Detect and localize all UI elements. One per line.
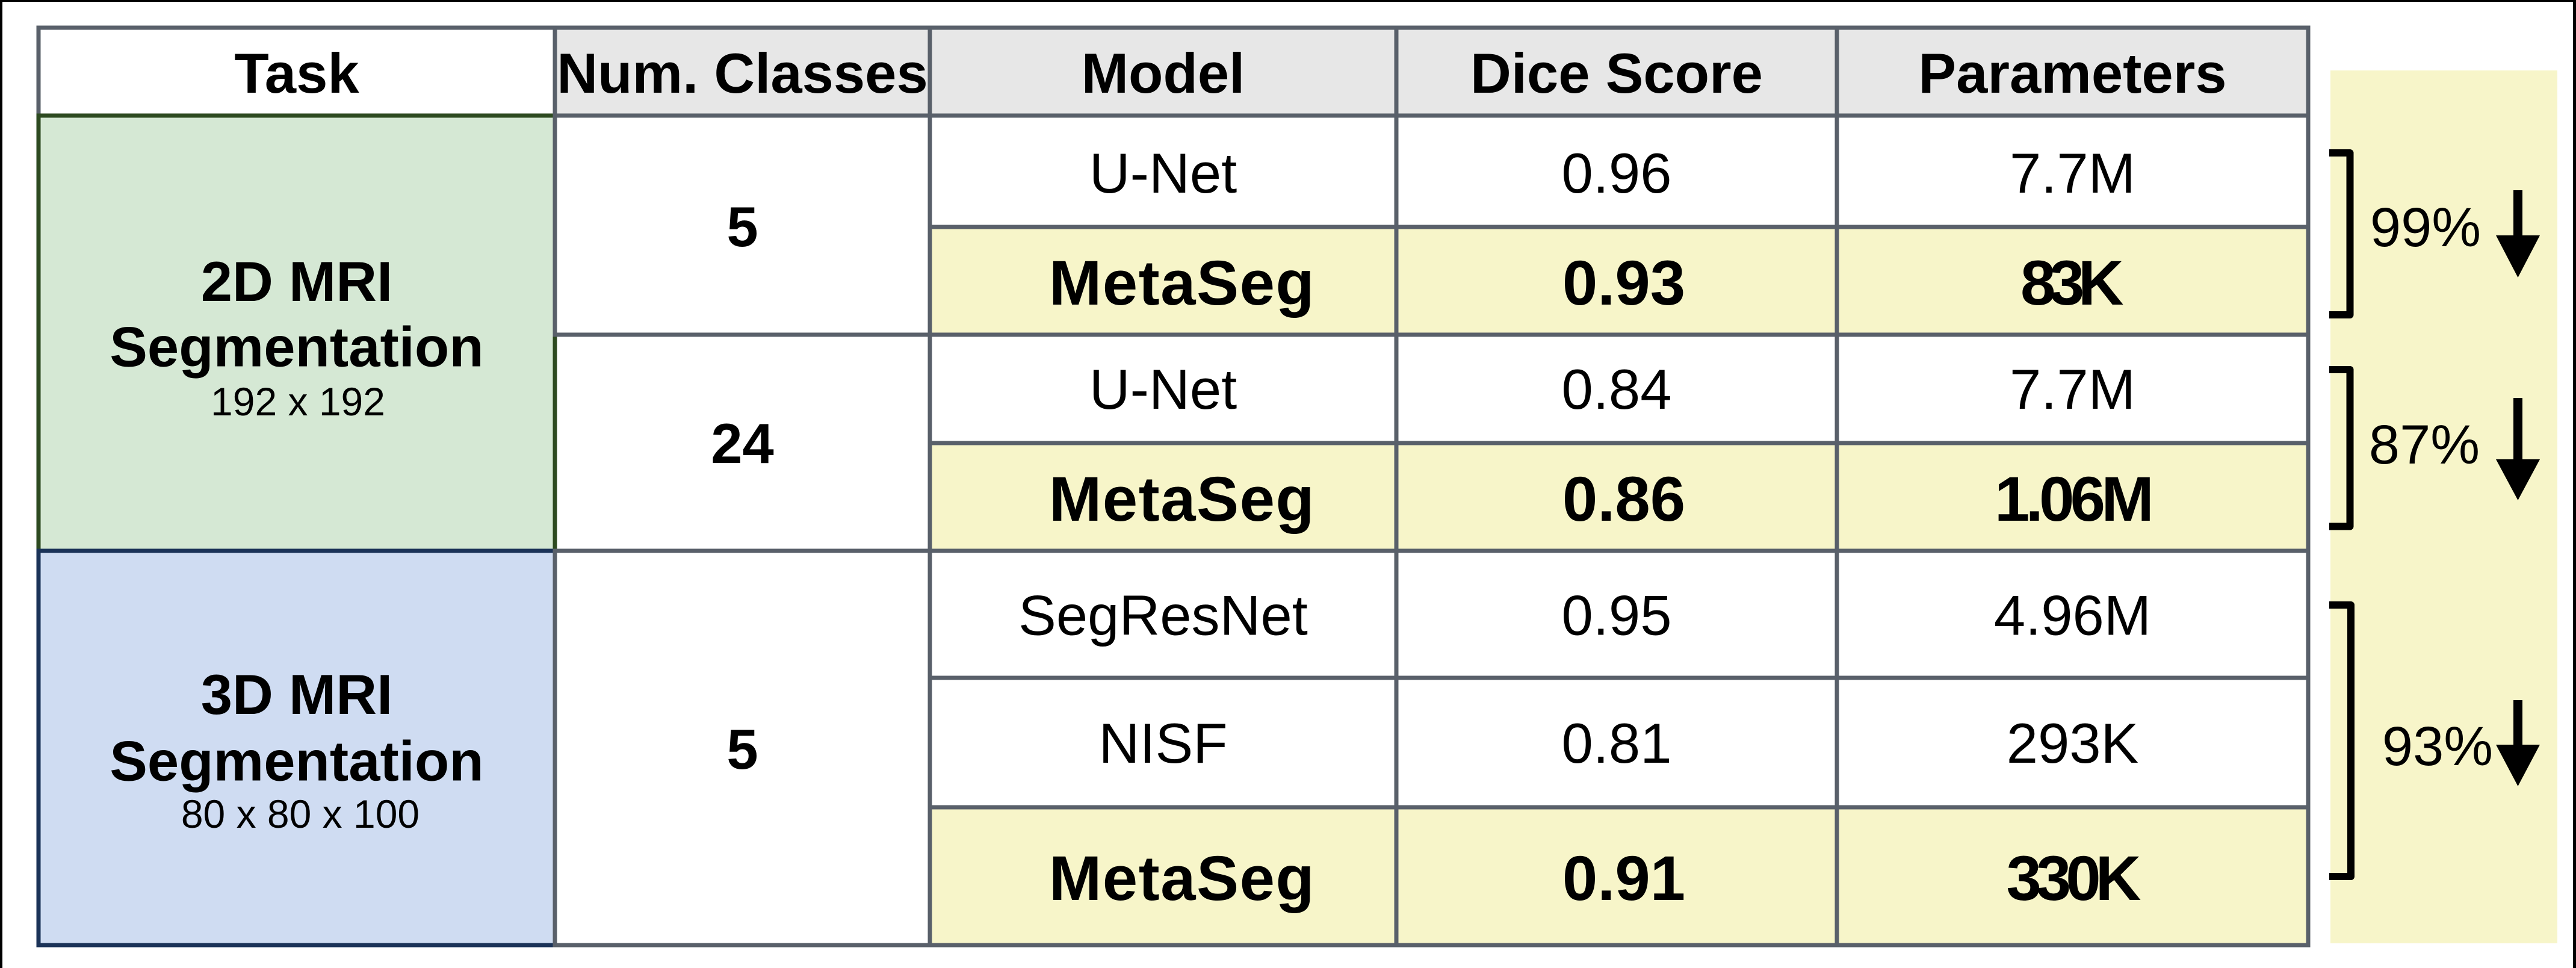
svg-text:93%: 93% [2382,716,2493,777]
svg-text:80 x 80 x 100: 80 x 80 x 100 [181,792,420,836]
svg-text:87%: 87% [2369,414,2480,476]
svg-text:192 x 192: 192 x 192 [211,379,385,424]
svg-text:83K: 83K [2020,248,2123,318]
svg-text:0.86: 0.86 [1562,464,1685,535]
svg-text:Dice Score: Dice Score [1470,42,1763,105]
svg-text:4.96M: 4.96M [1994,584,2151,647]
svg-text:0.81: 0.81 [1562,712,1672,775]
svg-text:0.91: 0.91 [1562,843,1685,914]
svg-text:7.7M: 7.7M [2010,358,2135,421]
svg-text:24: 24 [711,412,774,475]
svg-text:330K: 330K [2006,843,2140,914]
svg-text:U-Net: U-Net [1089,358,1237,421]
svg-text:Num. Classes: Num. Classes [557,42,928,105]
svg-text:SegResNet: SegResNet [1018,584,1308,647]
svg-text:0.84: 0.84 [1562,358,1672,421]
svg-text:MetaSeg: MetaSeg [1049,843,1315,914]
svg-text:293K: 293K [2007,712,2139,775]
svg-text:Parameters: Parameters [1918,42,2226,105]
svg-text:99%: 99% [2370,197,2481,258]
svg-text:NISF: NISF [1098,712,1227,775]
svg-text:7.7M: 7.7M [2010,141,2135,205]
svg-text:Segmentation: Segmentation [110,315,484,379]
svg-text:0.93: 0.93 [1562,248,1685,318]
svg-text:0.95: 0.95 [1562,584,1672,647]
svg-text:Model: Model [1082,42,1245,105]
svg-text:2D MRI: 2D MRI [201,250,393,313]
svg-text:Task: Task [234,42,359,105]
svg-text:5: 5 [726,195,758,258]
svg-text:1.06M: 1.06M [1995,464,2150,535]
svg-text:Segmentation: Segmentation [110,730,484,793]
svg-text:MetaSeg: MetaSeg [1049,464,1315,535]
svg-text:5: 5 [726,718,758,781]
svg-text:0.96: 0.96 [1562,141,1672,205]
svg-text:U-Net: U-Net [1089,141,1237,205]
svg-text:3D MRI: 3D MRI [201,663,393,726]
svg-text:MetaSeg: MetaSeg [1049,248,1315,318]
